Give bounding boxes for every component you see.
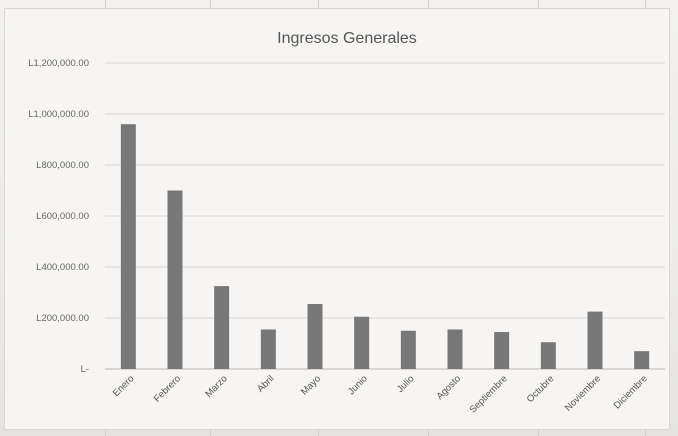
x-tick-label: Febrero	[152, 373, 183, 404]
bar-junio	[354, 316, 370, 369]
y-tick-label: L1,000,000.00	[28, 109, 89, 120]
bar-octubre	[540, 342, 556, 369]
x-tick-label: Marzo	[203, 373, 229, 399]
y-tick-label: L-	[81, 364, 89, 375]
chart-area[interactable]: Ingresos Generales L- L200,000.00 L400,000…	[4, 8, 670, 430]
gridlines	[105, 62, 665, 370]
y-tick-label: L800,000.00	[36, 160, 89, 171]
x-tick-label: Mayo	[299, 373, 323, 397]
x-tick-label: Junio	[346, 373, 370, 397]
bar-diciembre	[634, 351, 650, 369]
x-tick-label: Noviembre	[563, 373, 603, 413]
x-tick-label: Julio	[395, 373, 417, 395]
bar-julio	[400, 330, 416, 369]
x-tick-label: Octubre	[525, 373, 557, 405]
bar-mayo	[307, 303, 323, 369]
y-tick-label: L600,000.00	[36, 211, 89, 222]
bar-noviembre	[587, 311, 603, 369]
y-tick-label: L1,200,000.00	[28, 58, 89, 69]
y-tick-label: L400,000.00	[36, 262, 89, 273]
x-tick-label: Abril	[255, 373, 276, 394]
bar-agosto	[447, 329, 463, 369]
chart-title: Ingresos Generales	[277, 30, 417, 47]
bar-marzo	[214, 286, 230, 369]
bar-enero	[120, 124, 136, 369]
x-tick-label: Agosto	[434, 373, 463, 402]
bar-chart: Ingresos Generales L- L200,000.00 L400,000…	[28, 30, 665, 415]
y-tick-label: L200,000.00	[36, 313, 89, 324]
bar-febrero	[167, 190, 183, 369]
bar-abril	[260, 329, 276, 369]
x-tick-label: Enero	[111, 373, 137, 399]
x-tick-label: Septiembre	[468, 373, 510, 415]
bar-septiembre	[494, 332, 510, 369]
y-axis-tick-labels: L- L200,000.00 L400,000.00 L600,000.00 L800,…	[28, 58, 89, 375]
x-axis-tick-labels: Enero Febrero Marzo Abril Mayo Junio Julio Agos…	[111, 373, 650, 415]
bars	[120, 124, 650, 369]
x-tick-label: Diciembre	[612, 373, 650, 411]
